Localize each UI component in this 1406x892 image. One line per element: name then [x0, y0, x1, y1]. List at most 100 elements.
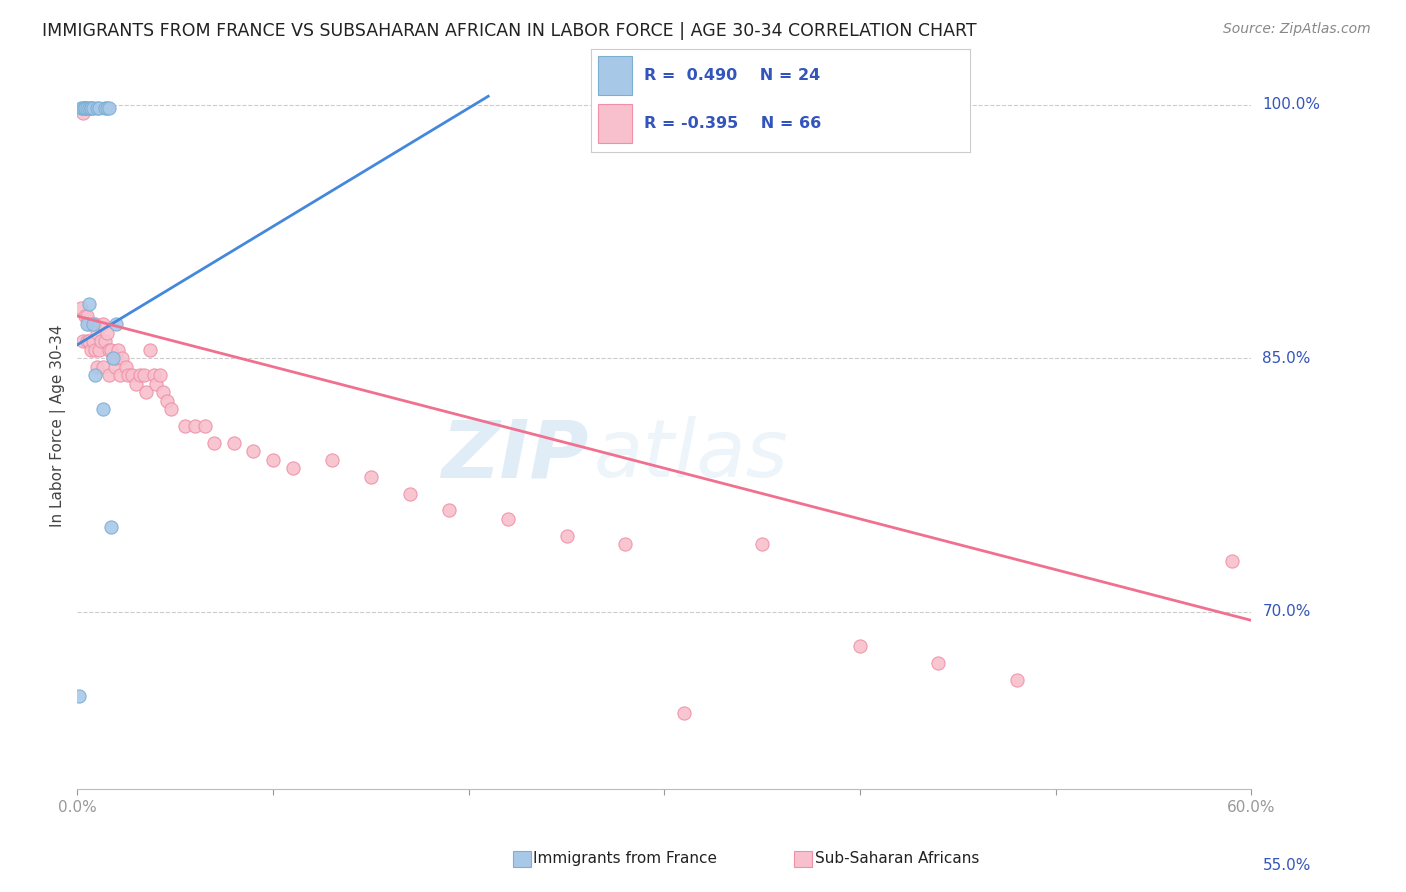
Point — [90, 334, 112, 349]
Point — [75, 101, 97, 115]
Point — [1005, 673, 1028, 687]
Text: IMMIGRANTS FROM FRANCE VS SUBSAHARAN AFRICAN IN LABOR FORCE | AGE 30-34 CORRELAT: IMMIGRANTS FROM FRANCE VS SUBSAHARAN AFR… — [42, 22, 977, 40]
Point — [93, 334, 115, 349]
Point — [80, 343, 103, 357]
Point — [111, 351, 134, 366]
Text: 85.0%: 85.0% — [1263, 351, 1310, 366]
Point — [110, 368, 132, 383]
Point — [156, 393, 179, 408]
Point — [77, 334, 100, 349]
Point — [75, 101, 97, 115]
Point — [84, 343, 107, 357]
Point — [80, 101, 103, 115]
Point — [76, 309, 98, 323]
Point — [93, 101, 115, 115]
Point — [121, 368, 143, 383]
Point — [97, 101, 120, 115]
Point — [321, 452, 343, 467]
Point — [67, 690, 90, 704]
Point — [82, 318, 104, 332]
Point — [105, 318, 128, 332]
Point — [72, 334, 94, 349]
Point — [142, 368, 165, 383]
Point — [927, 656, 949, 670]
Point — [360, 469, 382, 483]
Point — [86, 101, 108, 115]
Point — [751, 537, 773, 551]
Text: Immigrants from France: Immigrants from France — [533, 851, 717, 865]
Point — [222, 435, 245, 450]
Point — [152, 385, 174, 400]
Point — [183, 418, 207, 433]
Text: atlas: atlas — [593, 416, 789, 494]
Text: Source: ZipAtlas.com: Source: ZipAtlas.com — [1223, 22, 1371, 37]
Point — [72, 101, 94, 115]
Point — [138, 343, 160, 357]
Point — [202, 435, 225, 450]
Point — [86, 326, 108, 340]
Point — [91, 359, 114, 374]
Point — [129, 368, 152, 383]
Point — [849, 639, 872, 653]
Point — [76, 318, 98, 332]
Point — [86, 359, 108, 374]
Point — [72, 106, 94, 120]
Point — [103, 359, 125, 374]
Bar — [598, 104, 633, 144]
Point — [76, 101, 98, 115]
Text: R =  0.490    N = 24: R = 0.490 N = 24 — [644, 68, 820, 83]
Point — [148, 368, 170, 383]
Point — [91, 402, 114, 417]
Point — [132, 368, 155, 383]
Text: Sub-Saharan Africans: Sub-Saharan Africans — [814, 851, 979, 865]
Point — [82, 334, 104, 349]
Point — [135, 385, 157, 400]
Point — [77, 318, 100, 332]
Point — [555, 529, 578, 543]
Point — [84, 318, 107, 332]
Point — [281, 461, 304, 475]
Point — [160, 402, 183, 417]
Point — [80, 101, 103, 115]
Point — [97, 343, 120, 357]
Point — [101, 351, 124, 366]
Y-axis label: In Labor Force | Age 30-34: In Labor Force | Age 30-34 — [51, 325, 66, 527]
Point — [496, 512, 519, 526]
Point — [672, 706, 695, 721]
Point — [76, 334, 98, 349]
Point — [87, 343, 110, 357]
Text: ZIP: ZIP — [440, 416, 588, 494]
Point — [399, 486, 422, 500]
Text: 100.0%: 100.0% — [1263, 97, 1320, 112]
Point — [125, 376, 148, 391]
Point — [101, 351, 124, 366]
Point — [115, 359, 138, 374]
Point — [100, 520, 122, 534]
Point — [97, 368, 120, 383]
Point — [91, 318, 114, 332]
Text: 70.0%: 70.0% — [1263, 605, 1310, 619]
Point — [262, 452, 284, 467]
Point — [75, 101, 97, 115]
Point — [70, 101, 93, 115]
Point — [82, 101, 104, 115]
Text: 55.0%: 55.0% — [1263, 858, 1310, 873]
Point — [105, 351, 128, 366]
Point — [145, 376, 167, 391]
Point — [174, 418, 197, 433]
Point — [70, 301, 93, 315]
Point — [242, 444, 264, 458]
Point — [437, 503, 460, 517]
Point — [96, 326, 118, 340]
Point — [107, 343, 129, 357]
Point — [77, 297, 100, 311]
Point — [84, 368, 107, 383]
Bar — [598, 56, 633, 95]
Point — [100, 343, 122, 357]
Point — [75, 309, 97, 323]
Point — [614, 537, 637, 551]
Point — [77, 101, 100, 115]
Point — [117, 368, 139, 383]
Point — [193, 418, 215, 433]
Point — [1220, 554, 1243, 568]
